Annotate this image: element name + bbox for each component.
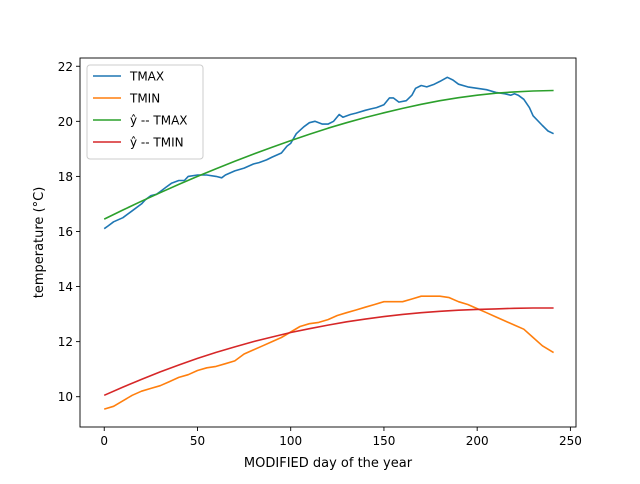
x-axis-ticks: 0 50 100 150 200 250	[100, 427, 582, 448]
y-tick-label: 20	[58, 115, 73, 129]
series-line-4	[103, 307, 554, 397]
y-axis-ticks: 10 12 14 16 18 20 22	[58, 60, 80, 404]
x-axis-label: MODIFIED day of the year	[244, 456, 413, 471]
legend-label: ŷ -- TMIN	[130, 136, 184, 150]
legend-label: ŷ -- TMAX	[130, 114, 188, 128]
legend-label: TMIN	[129, 92, 160, 106]
y-tick-label: 16	[58, 225, 73, 239]
series-lines	[103, 76, 555, 410]
x-tick-label: 0	[100, 434, 108, 448]
y-tick-label: 18	[58, 170, 73, 184]
legend-label: TMAX	[129, 70, 164, 84]
plot-frame	[79, 57, 577, 428]
x-tick-label: 250	[559, 434, 582, 448]
series-line-3	[103, 89, 554, 220]
y-tick-label: 22	[58, 60, 73, 74]
x-tick-label: 150	[372, 434, 395, 448]
y-tick-label: 10	[58, 390, 73, 404]
x-tick-label: 100	[279, 434, 302, 448]
y-axis-label: temperature (°C)	[32, 187, 47, 299]
legend: TMAX TMIN ŷ -- TMAX ŷ -- TMIN	[86, 64, 204, 160]
series-line-1	[103, 76, 554, 230]
x-tick-label: 50	[190, 434, 205, 448]
legend-box	[86, 64, 204, 160]
y-tick-label: 12	[58, 335, 73, 349]
y-tick-label: 14	[58, 280, 73, 294]
x-tick-label: 200	[466, 434, 489, 448]
